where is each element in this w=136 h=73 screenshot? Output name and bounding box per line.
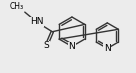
Text: N: N (69, 42, 75, 51)
Text: CH₃: CH₃ (10, 2, 24, 11)
Text: S: S (44, 41, 49, 50)
Text: N: N (104, 44, 111, 53)
Text: HN: HN (30, 17, 43, 26)
